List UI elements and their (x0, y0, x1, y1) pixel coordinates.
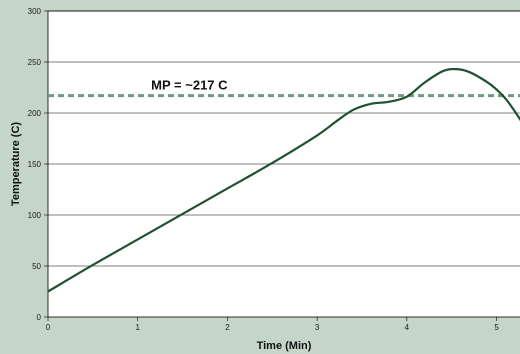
x-tick-label-5: 5 (494, 323, 499, 332)
y-tick-label-300: 300 (28, 7, 42, 16)
x-tick-label-4: 4 (405, 323, 410, 332)
grid-lines (48, 10, 520, 267)
temperature-series-line (47, 67, 520, 293)
y-tick-label-100: 100 (28, 211, 42, 220)
melting-point-label: MP = ~217 C (151, 78, 228, 93)
x-axis-title: Time (Min) (257, 340, 312, 352)
y-tick-label-0: 0 (37, 313, 42, 322)
y-tick-label-250: 250 (28, 58, 42, 67)
y-tick-label-50: 50 (32, 262, 41, 271)
x-tick-label-0: 0 (46, 323, 51, 332)
y-axis-ticks: 0 50 100 150 200 250 300 (28, 7, 48, 322)
x-tick-label-3: 3 (315, 323, 320, 332)
x-axis-ticks: 0 1 2 3 4 5 (46, 317, 499, 332)
x-tick-label-2: 2 (225, 323, 230, 332)
x-tick-label-1: 1 (135, 323, 140, 332)
y-tick-label-200: 200 (28, 109, 42, 118)
y-tick-label-150: 150 (28, 160, 42, 169)
y-axis-title: Temperature (C) (10, 122, 22, 206)
